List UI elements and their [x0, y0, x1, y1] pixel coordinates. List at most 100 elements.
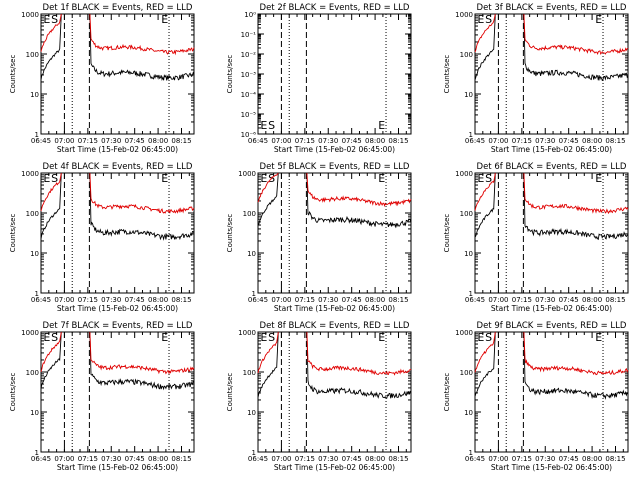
x-tick-label: 08:00 [365, 137, 385, 145]
y-tick-label: 10 [464, 91, 473, 99]
panel-det-5: Det 5f BLACK = Events, RED = LLD 1 10 100 10… [226, 162, 412, 313]
x-tick-label: 07:00 [488, 296, 508, 304]
lld-series-line [474, 172, 496, 211]
x-tick-label: 07:15 [512, 296, 532, 304]
events-series-line [40, 172, 62, 240]
marker-letter: E [595, 331, 602, 344]
lld-series-line [40, 331, 62, 373]
x-tick-label: 08:15 [388, 296, 408, 304]
x-tick-label: 07:45 [125, 455, 145, 463]
marker-letter: E [260, 331, 267, 344]
y-axis-label: Counts/sec [443, 214, 451, 253]
marker-letter: E [161, 331, 168, 344]
x-axis-label: Start Time (15-Feb-02 06:45:00) [491, 145, 612, 154]
x-tick-label: 07:45 [559, 296, 579, 304]
marker-letter: S [485, 172, 492, 185]
x-tick-label: 07:00 [271, 137, 291, 145]
x-tick-label: 07:45 [342, 137, 362, 145]
marker-letter: E [161, 13, 168, 26]
panel-det-9: Det 9f BLACK = Events, RED = LLD 1 10 100 10… [443, 321, 629, 472]
x-tick-label: 07:00 [271, 296, 291, 304]
x-axis-label: Start Time (15-Feb-02 06:45:00) [274, 463, 395, 472]
events-series-line [306, 172, 412, 229]
x-tick-label: 06:45 [465, 296, 485, 304]
x-tick-label: 08:00 [148, 455, 168, 463]
y-tick-label: 100 [460, 51, 473, 59]
lld-series-line [306, 172, 412, 208]
y-tick-label: 10 [30, 91, 39, 99]
y-tick-label: 1000 [21, 170, 39, 178]
y-tick-label: 1000 [455, 329, 473, 337]
x-tick-label: 07:15 [295, 296, 315, 304]
y-tick-label: 1000 [455, 170, 473, 178]
x-axis-label: Start Time (15-Feb-02 06:45:00) [57, 463, 178, 472]
events-series-line [523, 331, 629, 400]
x-tick-label: 07:15 [78, 296, 98, 304]
x-tick-label: 08:15 [605, 296, 625, 304]
x-tick-label: 07:45 [125, 137, 145, 145]
x-tick-label: 08:00 [148, 137, 168, 145]
x-tick-label: 06:45 [248, 296, 268, 304]
y-tick-label: 100 [26, 369, 39, 377]
y-tick-label: 1 [252, 449, 256, 457]
x-tick-label: 07:30 [535, 296, 555, 304]
y-tick-label: 1 [35, 449, 39, 457]
panel-title: Det 5f BLACK = Events, RED = LLD [260, 162, 410, 172]
panel-title: Det 4f BLACK = Events, RED = LLD [43, 162, 193, 172]
x-tick-label: 07:00 [54, 296, 74, 304]
marker-letter: E [161, 172, 168, 185]
marker-letter: E [43, 172, 50, 185]
lld-series-line [523, 13, 629, 55]
x-tick-label: 07:45 [342, 455, 362, 463]
events-series-line [474, 172, 496, 238]
y-tick-label: 1 [35, 131, 39, 139]
y-tick-label: 10 [247, 409, 256, 417]
x-axis-label: Start Time (15-Feb-02 06:45:00) [274, 145, 395, 154]
x-tick-label: 08:15 [605, 455, 625, 463]
panel-det-1: Det 1f BLACK = Events, RED = LLD 1 10 100 10… [9, 3, 195, 154]
x-tick-label: 07:15 [295, 455, 315, 463]
x-tick-label: 07:15 [295, 137, 315, 145]
events-series-line [89, 331, 195, 391]
x-tick-label: 06:45 [248, 455, 268, 463]
panel-det-7: Det 7f BLACK = Events, RED = LLD 1 10 100 10… [9, 321, 195, 472]
panel-title: Det 3f BLACK = Events, RED = LLD [477, 3, 627, 13]
x-tick-label: 06:45 [465, 455, 485, 463]
x-tick-label: 07:45 [125, 296, 145, 304]
panel-title: Det 7f BLACK = Events, RED = LLD [43, 321, 193, 331]
y-axis-label: Counts/sec [9, 214, 17, 253]
y-tick-label: 1000 [21, 329, 39, 337]
marker-letter: E [260, 172, 267, 185]
x-tick-label: 08:00 [148, 296, 168, 304]
marker-letter: S [485, 13, 492, 26]
x-tick-label: 06:45 [31, 455, 51, 463]
y-tick-label: 10 [247, 250, 256, 258]
y-tick-label: 1000 [238, 329, 256, 337]
y-tick-label: 10 [30, 409, 39, 417]
marker-letter: S [51, 13, 58, 26]
events-series-line [89, 172, 195, 241]
lld-series-line [474, 331, 496, 373]
panel-det-8: Det 8f BLACK = Events, RED = LLD 1 10 100 10… [226, 321, 412, 472]
x-tick-label: 07:45 [342, 296, 362, 304]
x-tick-label: 07:00 [54, 455, 74, 463]
y-tick-label: 100 [460, 369, 473, 377]
events-series-line [474, 331, 496, 397]
y-axis-label: Counts/sec [443, 373, 451, 412]
marker-letter: S [51, 172, 58, 185]
y-tick-label: 10 [464, 409, 473, 417]
x-tick-label: 07:15 [512, 455, 532, 463]
events-series-line [474, 13, 496, 81]
lld-series-line [89, 331, 195, 375]
y-axis-label: Counts/sec [9, 55, 17, 94]
marker-letter: E [595, 172, 602, 185]
x-axis-label: Start Time (15-Feb-02 06:45:00) [57, 304, 178, 313]
y-tick-label: 10⁻¹ [241, 31, 257, 39]
x-tick-label: 07:30 [535, 455, 555, 463]
x-tick-label: 08:00 [582, 137, 602, 145]
x-tick-label: 06:45 [465, 137, 485, 145]
x-tick-label: 07:30 [318, 455, 338, 463]
x-tick-label: 08:15 [605, 137, 625, 145]
marker-letter: E [260, 119, 267, 132]
y-axis-label: Counts/sec [226, 214, 234, 253]
